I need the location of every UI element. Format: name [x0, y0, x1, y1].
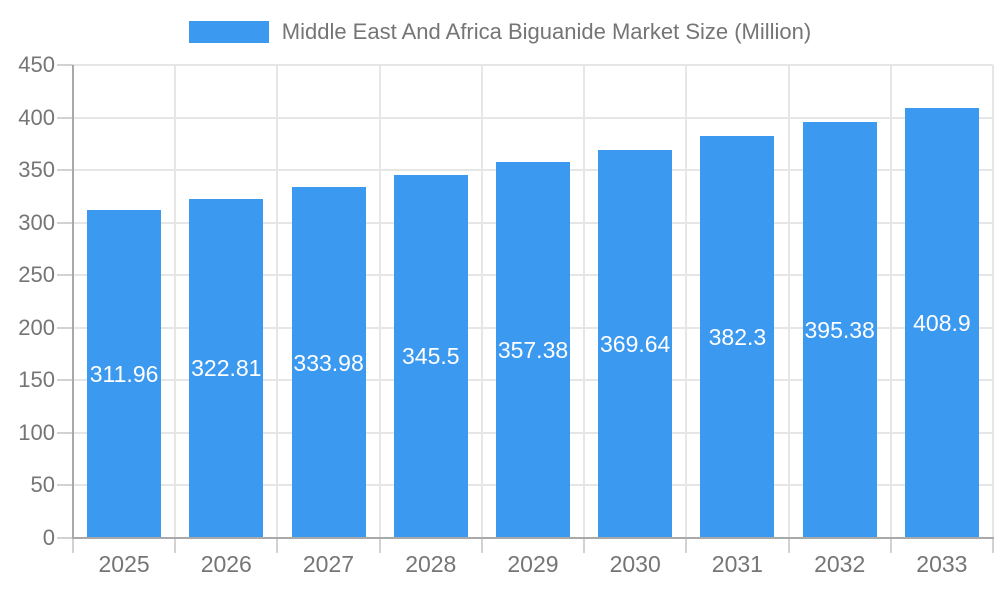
x-axis-tick [685, 538, 687, 553]
bar-value-label: 395.38 [804, 317, 875, 344]
legend-series-label: Middle East And Africa Biguanide Market … [281, 19, 812, 44]
y-axis-tick [57, 117, 73, 119]
bar-value-label: 357.38 [497, 337, 569, 364]
x-axis-tick [276, 538, 278, 553]
y-axis-line [72, 65, 74, 539]
bar-value-label: 322.81 [191, 355, 262, 382]
y-axis-tick [57, 484, 73, 486]
x-axis-tick-label: 2026 [200, 551, 252, 577]
gridline-vertical [788, 65, 790, 538]
y-axis-tick-label: 100 [18, 420, 55, 445]
y-axis-tick-label: 0 [42, 525, 55, 550]
legend: Middle East And Africa Biguanide Market … [0, 18, 1000, 46]
gridline-horizontal [73, 64, 993, 66]
gridline-vertical [583, 65, 585, 538]
x-axis-tick-label: 2029 [507, 551, 559, 577]
x-axis-tick-label: 2031 [711, 551, 763, 577]
gridline-vertical [890, 65, 892, 538]
bar [291, 186, 366, 538]
bar [700, 136, 775, 538]
x-axis-tick [788, 538, 790, 553]
gridline-vertical [379, 65, 381, 538]
bar-value-label: 408.9 [913, 310, 971, 337]
y-axis-tick [57, 222, 73, 224]
x-axis-tick [72, 538, 74, 553]
gridline-vertical [992, 65, 994, 538]
gridline-vertical [481, 65, 483, 538]
y-axis-tick-label: 200 [18, 315, 55, 340]
x-axis-tick-label: 2030 [609, 551, 661, 577]
x-axis-tick [481, 538, 483, 553]
x-axis-line [72, 537, 994, 539]
gridline-vertical [174, 65, 176, 538]
y-axis-tick [57, 432, 73, 434]
y-axis-tick-label: 300 [18, 210, 55, 235]
y-axis-tick-label: 400 [18, 105, 55, 130]
x-axis-tick-label: 2028 [405, 551, 457, 577]
bar [904, 108, 979, 538]
y-axis-tick-label: 350 [18, 157, 55, 182]
bar [87, 210, 162, 538]
bar-value-label: 369.64 [600, 330, 671, 357]
x-axis-tick-label: 2033 [916, 551, 968, 577]
x-axis-tick [379, 538, 381, 553]
bar-value-label: 333.98 [293, 349, 364, 376]
x-axis-tick-label: 2027 [302, 551, 355, 577]
gridline-vertical [276, 65, 278, 538]
gridline-horizontal [73, 117, 993, 119]
gridline-vertical [685, 65, 687, 538]
y-axis-tick [57, 274, 73, 276]
x-axis-tick [890, 538, 892, 553]
bar-value-label: 382.3 [708, 324, 767, 351]
bar-value-label: 345.5 [402, 343, 460, 370]
y-axis-tick-label: 450 [18, 52, 55, 77]
y-axis-tick [57, 379, 73, 381]
y-axis-tick-label: 250 [18, 262, 55, 287]
y-axis-tick-label: 50 [30, 472, 55, 497]
x-axis-tick-label: 2025 [98, 551, 150, 577]
y-axis-tick [57, 327, 73, 329]
bar [496, 162, 570, 538]
legend-swatch [188, 21, 269, 43]
bar [598, 149, 673, 538]
y-axis-tick [57, 64, 73, 66]
x-axis-tick [583, 538, 585, 553]
x-axis-tick [174, 538, 176, 553]
y-axis-tick-label: 150 [18, 367, 55, 392]
bar-value-label: 311.96 [89, 361, 159, 387]
bar [189, 198, 264, 538]
x-axis-tick [992, 538, 994, 553]
y-axis-tick [57, 169, 73, 171]
x-axis-tick-label: 2032 [814, 551, 866, 577]
bar [393, 174, 468, 538]
bar [802, 122, 877, 538]
y-axis-tick [57, 537, 73, 539]
